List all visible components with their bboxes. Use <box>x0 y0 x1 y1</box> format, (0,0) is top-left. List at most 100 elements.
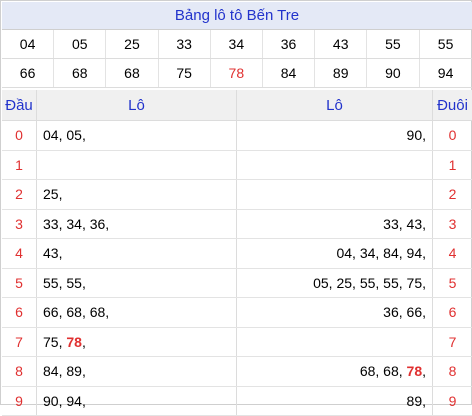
lo-number: 55 <box>360 275 376 291</box>
lo-right-cell: 36, 66, <box>237 298 433 327</box>
table-header: Đầu Lô Lô Đuôi <box>2 90 472 121</box>
dau-digit: 0 <box>2 121 36 150</box>
duoi-digit: 8 <box>433 357 472 386</box>
header-duoi: Đuôi <box>433 90 472 120</box>
dau-digit: 4 <box>2 239 36 268</box>
number-cell: 66 <box>2 59 54 87</box>
duoi-digit: 6 <box>433 298 472 327</box>
lo-left-cell: 66, 68, 68, <box>36 298 237 327</box>
number-cell: 68 <box>54 59 106 87</box>
lo-number: 55 <box>43 275 59 291</box>
lo-number: 89 <box>407 393 423 409</box>
lo-right-cell <box>237 151 433 180</box>
lo-number: 55 <box>383 275 399 291</box>
lo-number: 68 <box>383 363 399 379</box>
lo-left-cell: 25, <box>36 180 237 209</box>
lo-number: 05 <box>66 127 82 143</box>
lo-right-cell <box>237 328 433 357</box>
lo-number: 68 <box>90 304 106 320</box>
header-lo-left: Lô <box>36 90 237 120</box>
lo-right-cell: 04, 34, 84, 94, <box>237 239 433 268</box>
header-dau: Đầu <box>2 90 36 120</box>
lo-number: 43 <box>407 216 423 232</box>
number-cell: 43 <box>315 30 367 58</box>
number-cell: 94 <box>420 59 472 87</box>
board-title: Bảng lô tô Bến Tre <box>2 2 472 30</box>
lo-number: 84 <box>43 363 59 379</box>
number-cell: 05 <box>54 30 106 58</box>
lo-number: 75 <box>43 334 59 350</box>
lo-number: 78 <box>407 363 423 379</box>
lo-number: 04 <box>336 245 352 261</box>
header-lo-right: Lô <box>237 90 433 120</box>
lo-number: 55 <box>66 275 82 291</box>
lo-number: 75 <box>407 275 423 291</box>
lo-left-cell: 55, 55, <box>36 269 237 298</box>
lo-number: 36 <box>90 216 106 232</box>
number-cell: 90 <box>367 59 419 87</box>
lo-number: 94 <box>66 393 82 409</box>
lo-right-cell: 90, <box>237 121 433 150</box>
duoi-digit: 7 <box>433 328 472 357</box>
lo-number: 05 <box>313 275 329 291</box>
lo-number: 90 <box>43 393 59 409</box>
lo-number: 25 <box>336 275 352 291</box>
number-cell: 78 <box>211 59 263 87</box>
lo-left-cell: 75, 78, <box>36 328 237 357</box>
lo-right-cell: 33, 43, <box>237 210 433 239</box>
lo-right-cell: 05, 25, 55, 55, 75, <box>237 269 433 298</box>
dau-digit: 6 <box>2 298 36 327</box>
number-cell: 04 <box>2 30 54 58</box>
number-cell: 55 <box>420 30 472 58</box>
lo-number: 90 <box>407 127 423 143</box>
duoi-digit: 0 <box>433 121 472 150</box>
lo-number: 68 <box>66 304 82 320</box>
lo-left-cell: 33, 34, 36, <box>36 210 237 239</box>
number-cell: 36 <box>263 30 315 58</box>
lo-left-cell: 43, <box>36 239 237 268</box>
lo-number: 84 <box>383 245 399 261</box>
lo-number: 33 <box>383 216 399 232</box>
lo-number: 66 <box>43 304 59 320</box>
lo-number: 25 <box>43 186 59 202</box>
number-cell: 89 <box>315 59 367 87</box>
lo-left-cell: 90, 94, <box>36 387 237 416</box>
lo-left-cell: 04, 05, <box>36 121 237 150</box>
dau-digit: 7 <box>2 328 36 357</box>
dau-digit: 8 <box>2 357 36 386</box>
lo-right-cell: 89, <box>237 387 433 416</box>
number-cell: 75 <box>159 59 211 87</box>
duoi-digit: 2 <box>433 180 472 209</box>
dau-digit: 5 <box>2 269 36 298</box>
duoi-digit: 3 <box>433 210 472 239</box>
lo-number: 34 <box>360 245 376 261</box>
dau-digit: 9 <box>2 387 36 416</box>
lo-number: 66 <box>407 304 423 320</box>
lo-right-cell: 68, 68, 78, <box>237 357 433 386</box>
number-cell: 84 <box>263 59 315 87</box>
lo-right-cell <box>237 180 433 209</box>
duoi-digit: 9 <box>433 387 472 416</box>
duoi-digit: 5 <box>433 269 472 298</box>
lo-number: 94 <box>407 245 423 261</box>
lo-left-cell <box>36 151 237 180</box>
lo-left-cell: 84, 89, <box>36 357 237 386</box>
number-cell: 33 <box>159 30 211 58</box>
number-cell: 55 <box>367 30 419 58</box>
lo-number: 34 <box>66 216 82 232</box>
number-cell: 34 <box>211 30 263 58</box>
dau-digit: 1 <box>2 151 36 180</box>
lo-number: 68 <box>360 363 376 379</box>
